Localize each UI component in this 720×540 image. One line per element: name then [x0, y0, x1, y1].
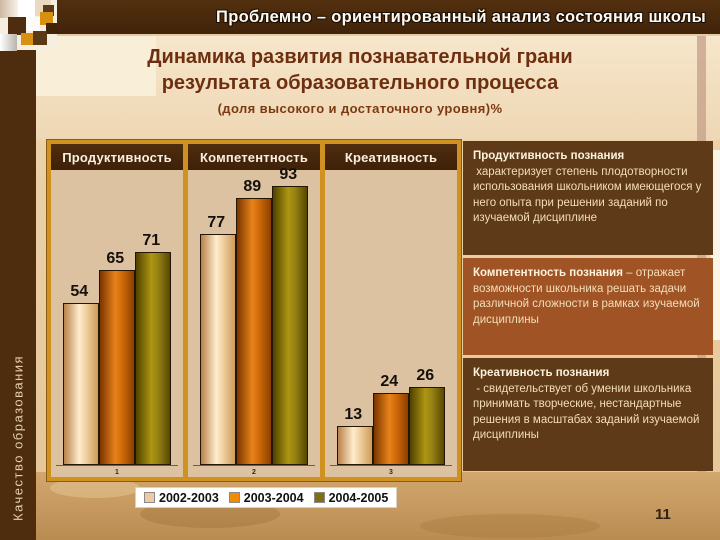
- chart-panel-title: Компетентность: [188, 144, 320, 170]
- x-axis-line: [193, 465, 315, 466]
- legend-label: 2002-2003: [159, 490, 219, 505]
- legend-label: 2003-2004: [243, 490, 304, 505]
- bar-value-label: 54: [70, 283, 89, 300]
- bar-value-label: 89: [243, 178, 262, 195]
- bar-value-label: 26: [416, 367, 435, 384]
- bar-2004-2005: 26: [409, 367, 445, 465]
- x-axis-tick-label: 3: [389, 469, 393, 476]
- legend-item: 2004-2005: [313, 490, 389, 505]
- definition-panel-creativity: Креативность познания - свидетельствует …: [463, 358, 713, 471]
- bar-group: 77 89 93: [200, 166, 308, 465]
- chart-plot: 54 65 71 1: [51, 170, 183, 477]
- bar-value-label: 77: [207, 214, 226, 231]
- definition-text: свидетельствует об умении школьника прин…: [473, 382, 700, 442]
- slide-subtitle: (доля высокого и достаточного уровня)%: [217, 101, 503, 116]
- mosaic-square: [33, 31, 47, 45]
- bar-value-label: 65: [106, 250, 125, 267]
- bar-2002-2003: 77: [200, 214, 236, 465]
- legend-swatch-icon: [228, 492, 240, 503]
- mosaic-square: [26, 17, 40, 31]
- background-photo-ground-shadow: [420, 514, 600, 538]
- bar-2002-2003: 13: [337, 406, 373, 465]
- slide-header-banner: Проблемно – ориентированный анализ состо…: [57, 0, 720, 36]
- definition-term: Компетентность познания: [473, 267, 623, 279]
- header-banner-title: Проблемно – ориентированный анализ состо…: [216, 7, 706, 26]
- legend-label: 2004-2005: [328, 490, 389, 505]
- definition-text: характеризует степень плодотворности исп…: [473, 165, 702, 225]
- definition-text: отражает возможности школьника решать за…: [473, 267, 700, 326]
- legend-swatch-icon: [144, 492, 155, 503]
- page-number: 11: [655, 506, 671, 523]
- chart-legend: 2002-2003 2003-2004 2004-2005: [135, 487, 398, 508]
- definition-panel-competence: Компетентность познания – отражает возмо…: [463, 258, 713, 355]
- bar-2003-2004: 65: [99, 250, 135, 465]
- bar-2003-2004: 89: [236, 178, 272, 465]
- mosaic-square: [18, 0, 35, 17]
- bar-value-label: 13: [344, 406, 363, 423]
- mosaic-square: [46, 23, 57, 34]
- chart-panel-title: Креативность: [325, 144, 457, 170]
- chart-plot: 13 24 26 3: [325, 170, 457, 477]
- x-axis-tick-label: 2: [252, 469, 256, 476]
- mosaic-square: [40, 12, 53, 25]
- bar-2004-2005: 71: [135, 232, 171, 465]
- vertical-caption: Качество образования: [10, 354, 26, 521]
- chart-plot: 77 89 93 2: [188, 166, 320, 477]
- bar-group: 13 24 26: [337, 367, 445, 465]
- mosaic-square: [0, 0, 18, 18]
- chart-panel-productivity: Продуктивность 54 65 71 1: [51, 144, 183, 477]
- legend-swatch-icon: [313, 492, 325, 503]
- slide-title-line2: результата образовательного процесса: [161, 72, 559, 94]
- slide-title: Динамика развития познавательной грани р…: [110, 44, 610, 116]
- mosaic-square: [43, 5, 54, 16]
- x-axis-tick-label: 1: [115, 469, 119, 476]
- chart-panel-competence: Компетентность 77 89 93 2: [188, 144, 320, 477]
- definition-separator: –: [622, 267, 636, 279]
- left-sidebar-strip: [0, 50, 36, 540]
- x-axis-line: [56, 465, 178, 466]
- slide-title-line1: Динамика развития познавательной грани: [147, 46, 573, 68]
- bar-2003-2004: 24: [373, 373, 409, 465]
- definition-panel-productivity: Продуктивность познания характеризует ст…: [463, 141, 713, 255]
- definition-term: Продуктивность познания: [473, 150, 625, 162]
- bar-value-label: 93: [279, 166, 298, 183]
- chart-panel-creativity: Креативность 13 24 26 3: [325, 144, 457, 477]
- bar-2004-2005: 93: [272, 166, 308, 465]
- bar-value-label: 71: [142, 232, 161, 249]
- chart-panel-title: Продуктивность: [51, 144, 183, 170]
- mosaic-square: [8, 17, 26, 35]
- definition-separator: -: [473, 382, 484, 395]
- bar-chart: Продуктивность 54 65 71 1 Компетентность 7…: [46, 139, 462, 482]
- mosaic-square: [0, 34, 17, 51]
- background-photo-ground-highlight: [50, 478, 140, 498]
- mosaic-square: [21, 33, 33, 45]
- definition-term: Креативность познания: [473, 367, 610, 379]
- bar-value-label: 24: [380, 373, 399, 390]
- bar-2002-2003: 54: [63, 283, 99, 465]
- bar-group: 54 65 71: [63, 232, 171, 465]
- legend-item: 2003-2004: [228, 490, 304, 505]
- legend-item: 2002-2003: [144, 491, 219, 505]
- x-axis-line: [330, 465, 452, 466]
